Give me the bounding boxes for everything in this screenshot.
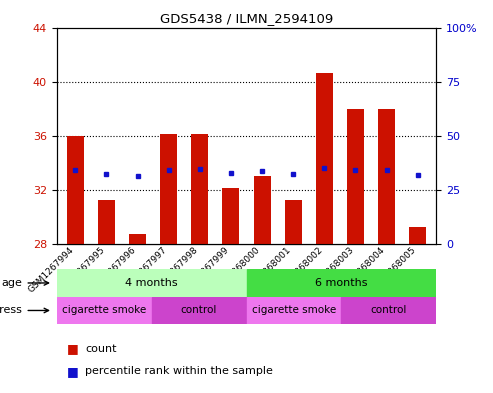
Text: cigarette smoke: cigarette smoke [252,305,336,316]
Bar [246,269,436,297]
Bar [160,134,177,244]
Text: GSM1268003: GSM1268003 [306,245,355,294]
Text: GSM1267995: GSM1267995 [57,245,106,294]
Bar [57,297,152,324]
Text: stress: stress [0,305,49,316]
Text: GSM1268004: GSM1268004 [337,245,387,294]
Text: GSM1267997: GSM1267997 [119,245,169,294]
Bar [67,136,84,244]
Text: control: control [371,305,407,316]
Bar [316,73,333,244]
Text: cigarette smoke: cigarette smoke [62,305,146,316]
Text: 4 months: 4 months [125,278,178,288]
Text: 6 months: 6 months [315,278,368,288]
Bar [222,188,240,244]
Text: GSM1268002: GSM1268002 [275,245,324,294]
Text: percentile rank within the sample: percentile rank within the sample [85,366,273,376]
Bar [246,297,341,324]
Text: control: control [181,305,217,316]
Text: age: age [1,278,49,288]
Text: GSM1267999: GSM1267999 [182,245,231,294]
Bar [129,234,146,244]
Bar [409,228,426,244]
Text: GSM1267998: GSM1267998 [150,245,200,294]
Text: ■: ■ [67,342,78,356]
Text: GSM1268005: GSM1268005 [368,245,418,294]
Text: ■: ■ [67,365,78,378]
Text: GSM1267994: GSM1267994 [26,245,75,294]
Text: GSM1268001: GSM1268001 [244,245,293,294]
Bar [57,269,246,297]
Bar [341,297,436,324]
Text: GSM1268000: GSM1268000 [213,245,262,294]
Title: GDS5438 / ILMN_2594109: GDS5438 / ILMN_2594109 [160,12,333,25]
Bar [253,176,271,244]
Bar [347,108,364,244]
Text: count: count [85,344,117,354]
Bar [152,297,246,324]
Bar [98,200,115,244]
Text: GSM1267996: GSM1267996 [88,245,138,294]
Bar [284,200,302,244]
Bar [191,134,209,244]
Bar [378,108,395,244]
